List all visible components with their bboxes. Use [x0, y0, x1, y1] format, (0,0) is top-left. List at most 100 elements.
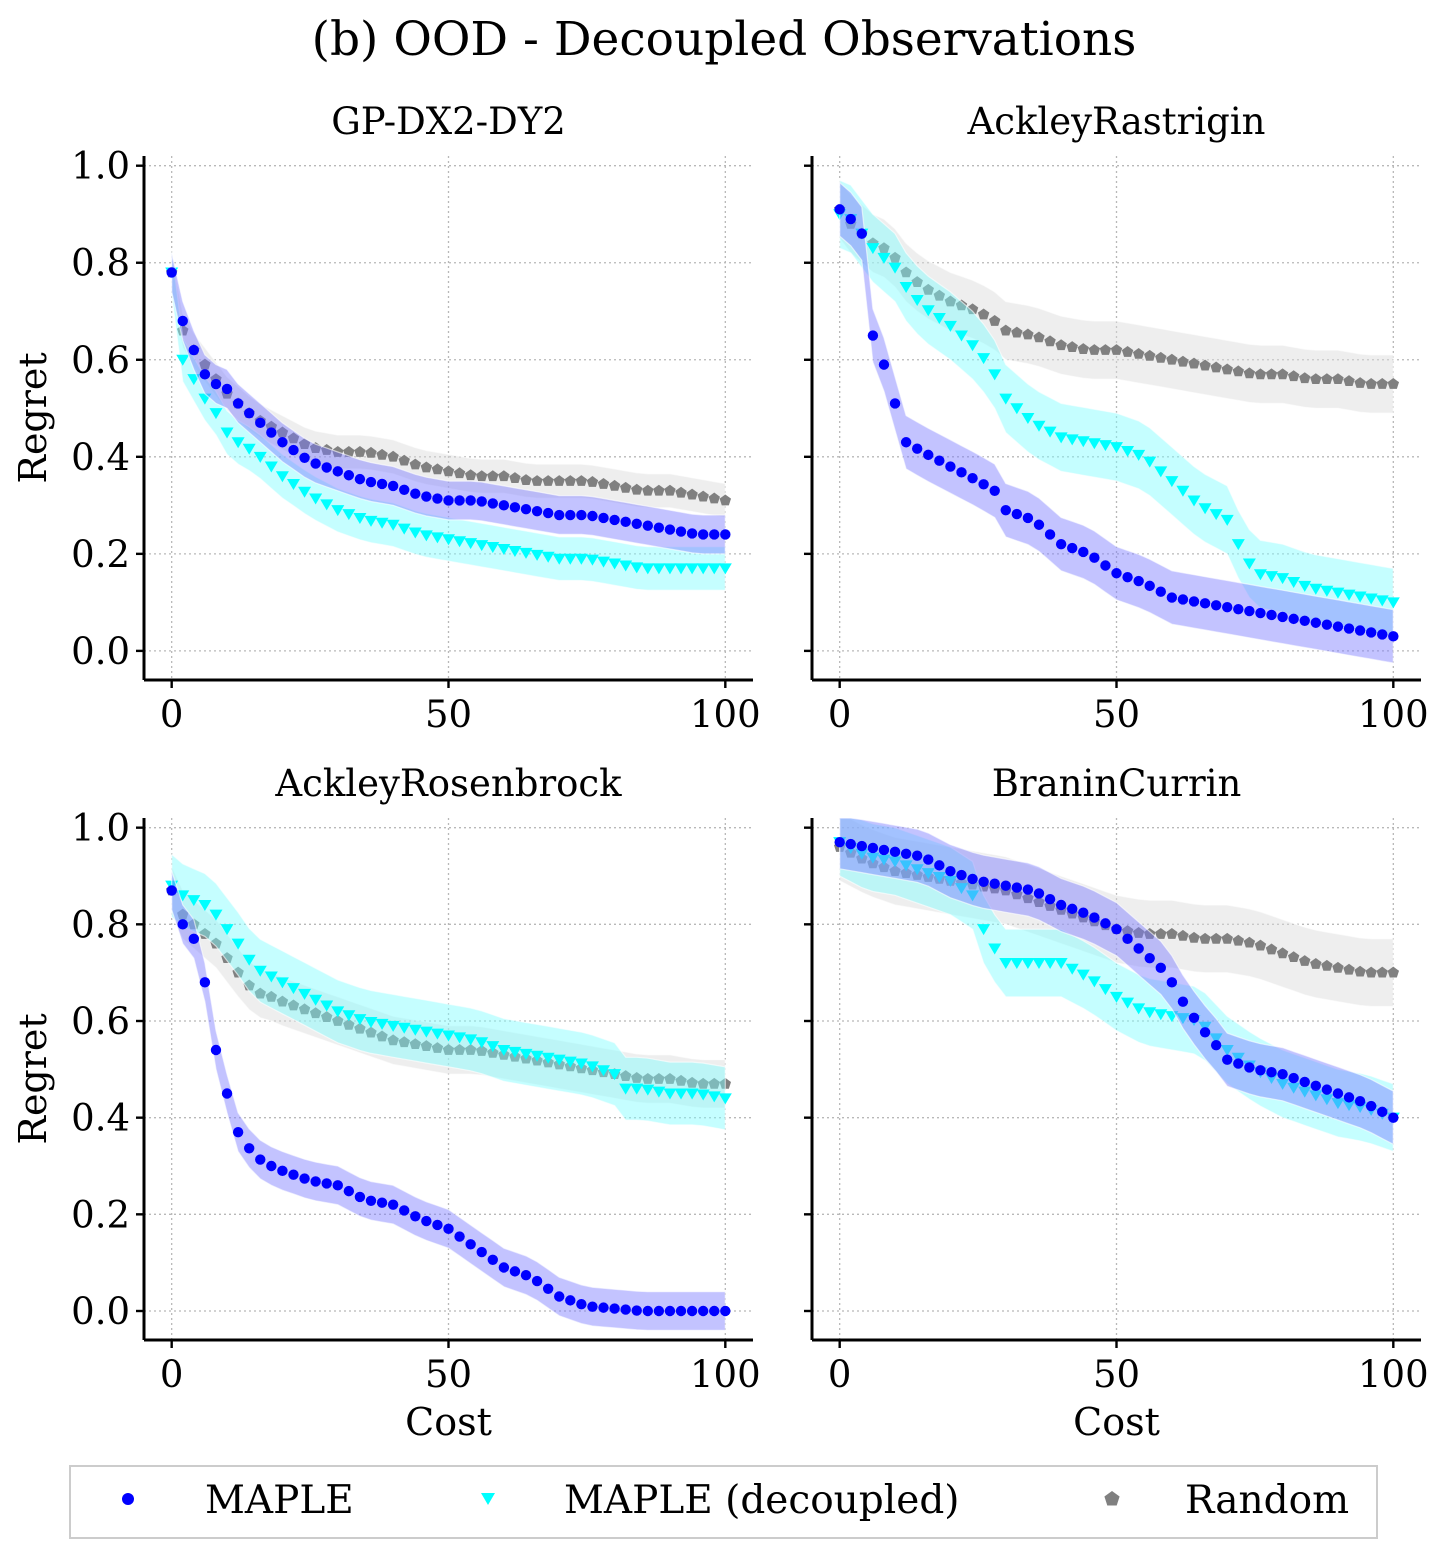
data-point [674, 1088, 688, 1100]
data-point [508, 545, 522, 557]
data-point [199, 358, 211, 370]
data-point [878, 861, 890, 873]
data-point [878, 242, 890, 254]
data-point [1054, 432, 1068, 444]
data-point [856, 840, 868, 852]
data-point [855, 848, 869, 860]
data-point [476, 470, 488, 482]
band-maple [839, 817, 1394, 1146]
data-point [989, 878, 1000, 889]
data-point [398, 1036, 410, 1048]
data-point [889, 398, 901, 409]
data-point [932, 313, 946, 325]
data-point [707, 1091, 721, 1103]
data-point [585, 1061, 599, 1073]
data-point [585, 554, 599, 566]
data-point [674, 563, 688, 575]
data-point [276, 995, 289, 1007]
data-point [956, 467, 967, 478]
data-point [166, 267, 177, 278]
data-point [486, 542, 500, 554]
data-point [978, 479, 989, 490]
data-point [1166, 353, 1178, 365]
data-point [888, 262, 902, 274]
data-point [932, 871, 946, 883]
y-tick-label: 0.8 [71, 903, 130, 946]
data-point [1320, 585, 1334, 597]
data-point [486, 1041, 500, 1053]
data-point [609, 1303, 620, 1314]
data-point [587, 510, 598, 522]
x-tick-label: 50 [425, 693, 472, 736]
data-point [1387, 966, 1400, 978]
x-tick-label: 0 [828, 693, 852, 736]
data-point [1133, 575, 1144, 587]
data-point [1043, 958, 1057, 969]
data-point [1121, 925, 1134, 936]
data-point [275, 977, 289, 989]
series-maple-decoupled [165, 852, 732, 1131]
data-point [653, 1305, 665, 1317]
data-point [253, 965, 267, 977]
data-point [1132, 347, 1145, 359]
data-point [442, 1044, 455, 1055]
data-point [364, 515, 378, 527]
data-point [210, 1044, 222, 1056]
data-point [243, 1143, 255, 1154]
data-point [408, 527, 422, 539]
data-point [1232, 365, 1245, 377]
data-point [1365, 627, 1377, 638]
data-point [1089, 552, 1100, 563]
data-point [1055, 339, 1067, 351]
data-point [564, 475, 577, 486]
data-point [631, 518, 642, 529]
y-tick-label: 1.0 [71, 145, 130, 188]
data-point [542, 475, 554, 486]
data-point [708, 1077, 720, 1089]
data-point [1266, 609, 1277, 621]
data-point [1065, 434, 1079, 446]
data-point [487, 1254, 498, 1265]
data-point [1332, 621, 1344, 632]
data-point [1089, 912, 1100, 923]
data-point [856, 228, 868, 239]
data-point [1299, 1076, 1310, 1088]
data-point [288, 1169, 299, 1180]
band-maple [171, 252, 726, 555]
data-point [188, 344, 200, 356]
data-point [299, 1173, 310, 1184]
data-point [454, 1231, 465, 1242]
data-point [1221, 932, 1233, 944]
data-point [1121, 445, 1135, 457]
panel-title: BraninCurrin [992, 762, 1242, 805]
data-point [641, 1084, 655, 1096]
data-point [1254, 368, 1267, 380]
data-point [707, 563, 721, 575]
data-point [398, 454, 410, 466]
data-point [664, 1073, 676, 1084]
x-tick-label: 100 [1358, 693, 1429, 736]
data-point [430, 532, 444, 544]
data-point [1388, 1112, 1399, 1123]
data-point [1188, 596, 1200, 607]
data-point [331, 505, 345, 517]
data-point [923, 449, 934, 461]
data-point [1044, 335, 1056, 347]
data-point [199, 369, 211, 380]
data-point [934, 455, 945, 466]
x-tick-label: 100 [690, 1353, 761, 1396]
data-point [686, 1076, 698, 1088]
data-point [686, 488, 698, 500]
data-point [264, 971, 278, 983]
data-point [1143, 456, 1157, 468]
y-tick-label: 1.0 [71, 807, 130, 850]
data-point [1010, 958, 1024, 969]
data-point [696, 1089, 710, 1101]
data-point [1233, 603, 1244, 615]
data-point [664, 1305, 676, 1317]
data-point [187, 895, 201, 907]
data-point [1065, 963, 1079, 975]
legend-marker-random [1104, 1491, 1120, 1506]
data-point [1100, 560, 1111, 571]
data-point [955, 299, 968, 311]
